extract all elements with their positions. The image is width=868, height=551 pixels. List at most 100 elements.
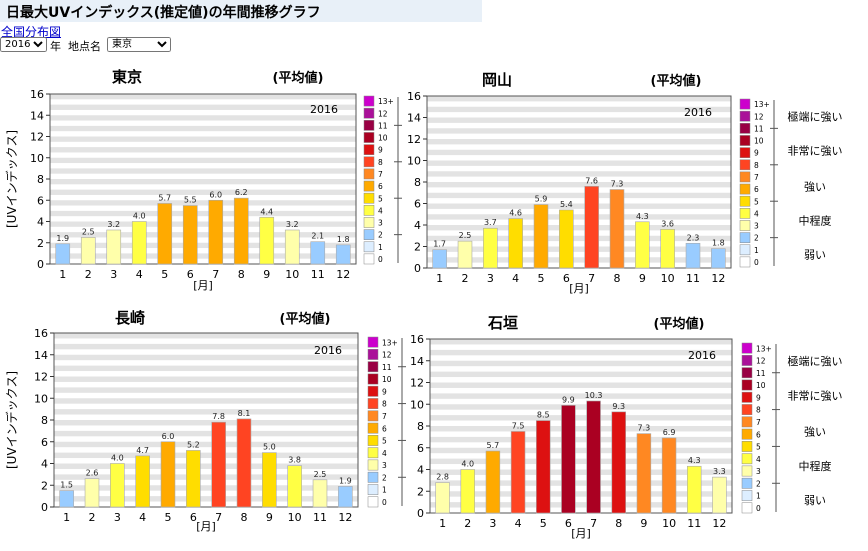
- bar: [135, 455, 150, 508]
- legend-level-label: 11: [382, 363, 392, 372]
- chart-year: 2016: [310, 103, 338, 116]
- grid-band: [54, 365, 358, 372]
- grid-band: [50, 189, 356, 195]
- x-tick-label: 7: [590, 517, 597, 530]
- legend-swatch: [741, 490, 753, 501]
- bar-value-label: 3.6: [661, 219, 674, 228]
- legend-level-label: 1: [756, 492, 761, 501]
- x-tick-label: 3: [114, 511, 121, 524]
- y-tick-label: 16: [30, 88, 44, 101]
- legend-category-label: 非常に強い: [788, 145, 843, 158]
- grid-band: [427, 235, 731, 242]
- legend-category-label: 強い: [804, 180, 826, 193]
- y-tick-label: 12: [34, 371, 48, 384]
- y-axis-label: [UVインデックス]: [4, 371, 19, 469]
- y-tick-label: 0: [41, 501, 48, 514]
- chart-year: 2016: [314, 344, 342, 357]
- y-tick-label: 10: [410, 398, 424, 411]
- legend-swatch: [367, 385, 379, 397]
- grid-band: [427, 117, 731, 123]
- legend-level-label: 12: [754, 112, 764, 121]
- bar-value-label: 9.3: [612, 402, 625, 411]
- legend-swatch: [739, 98, 751, 110]
- bar-value-label: 3.3: [713, 467, 726, 476]
- legend-swatch: [367, 471, 379, 483]
- legend-swatch: [741, 416, 753, 428]
- x-tick-label: 12: [336, 268, 350, 281]
- grid-band: [54, 430, 358, 437]
- x-tick-label: 12: [338, 511, 352, 524]
- legend-swatch: [741, 441, 753, 452]
- bar-value-label: 7.5: [512, 421, 525, 430]
- legend-swatch: [741, 342, 753, 354]
- year-select[interactable]: 2016: [0, 37, 47, 52]
- grid-band: [54, 485, 358, 491]
- y-tick-label: 2: [37, 237, 44, 250]
- legend-swatch: [741, 477, 753, 489]
- y-tick-label: 8: [417, 420, 424, 433]
- legend-swatch: [739, 110, 751, 122]
- x-tick-label: 2: [85, 268, 92, 281]
- y-tick-label: 4: [417, 464, 424, 477]
- grid-band: [430, 404, 732, 410]
- bar: [211, 421, 226, 508]
- x-tick-label: 2: [464, 517, 471, 530]
- bar: [233, 197, 249, 265]
- legend-category-label: 強い: [804, 425, 826, 438]
- legend-swatch: [739, 135, 751, 146]
- legend-swatch: [367, 447, 379, 459]
- legend-swatch: [741, 502, 753, 514]
- legend-level-label: 9: [382, 387, 387, 396]
- legend-level-label: 6: [754, 185, 759, 194]
- bar-value-label: 8.5: [537, 411, 550, 420]
- legend-swatch: [367, 336, 379, 348]
- legend-level-label: 4: [382, 449, 387, 458]
- bar: [559, 209, 574, 269]
- x-tick-label: 10: [662, 517, 676, 530]
- grid-band: [50, 179, 356, 185]
- bar: [131, 221, 147, 265]
- location-select[interactable]: 東京: [107, 37, 171, 52]
- legend-level-label: 7: [756, 418, 761, 427]
- bar: [310, 241, 326, 265]
- legend-swatch: [367, 496, 379, 508]
- bar: [259, 216, 275, 265]
- legend-level-label: 8: [756, 406, 761, 415]
- grid-band: [50, 104, 356, 110]
- y-tick-label: 8: [41, 414, 48, 427]
- legend-swatch: [739, 159, 751, 171]
- grid-band: [427, 214, 731, 220]
- legend-swatch: [367, 361, 379, 373]
- legend-swatch: [363, 205, 375, 216]
- bar-value-label: 1.9: [56, 234, 69, 243]
- legend-category-label: 極端に強い: [788, 354, 843, 368]
- grid-band: [427, 128, 731, 134]
- bar: [611, 411, 626, 514]
- y-tick-label: 12: [30, 131, 44, 144]
- title-bar: 日最大UVインデックス(推定値)の年間推移グラフ: [0, 0, 482, 22]
- bar-value-label: 4.0: [133, 212, 146, 221]
- x-tick-label: 4: [515, 517, 522, 530]
- x-tick-label: 8: [614, 272, 621, 285]
- y-tick-label: 12: [407, 133, 421, 146]
- bar: [635, 221, 650, 269]
- x-tick-label: 8: [238, 268, 245, 281]
- bar: [636, 433, 652, 514]
- map-link[interactable]: 全国分布図: [1, 25, 62, 39]
- bar: [483, 227, 498, 269]
- bar: [287, 465, 302, 508]
- legend-level-label: 12: [382, 351, 392, 360]
- bar-value-label: 2.5: [82, 227, 95, 236]
- x-tick-label: 11: [313, 511, 327, 524]
- chart-year: 2016: [684, 106, 712, 119]
- bar-value-label: 7.3: [638, 424, 651, 433]
- grid-band: [50, 242, 356, 249]
- bar-value-label: 5.4: [560, 200, 573, 209]
- legend-level-label: 13+: [378, 97, 394, 106]
- legend-level-label: 10: [378, 134, 388, 143]
- bar-value-label: 9.9: [562, 395, 575, 404]
- grid-band: [430, 480, 732, 486]
- bar-value-label: 5.5: [184, 196, 197, 205]
- bar-value-label: 6.2: [235, 188, 248, 197]
- bar: [157, 203, 173, 265]
